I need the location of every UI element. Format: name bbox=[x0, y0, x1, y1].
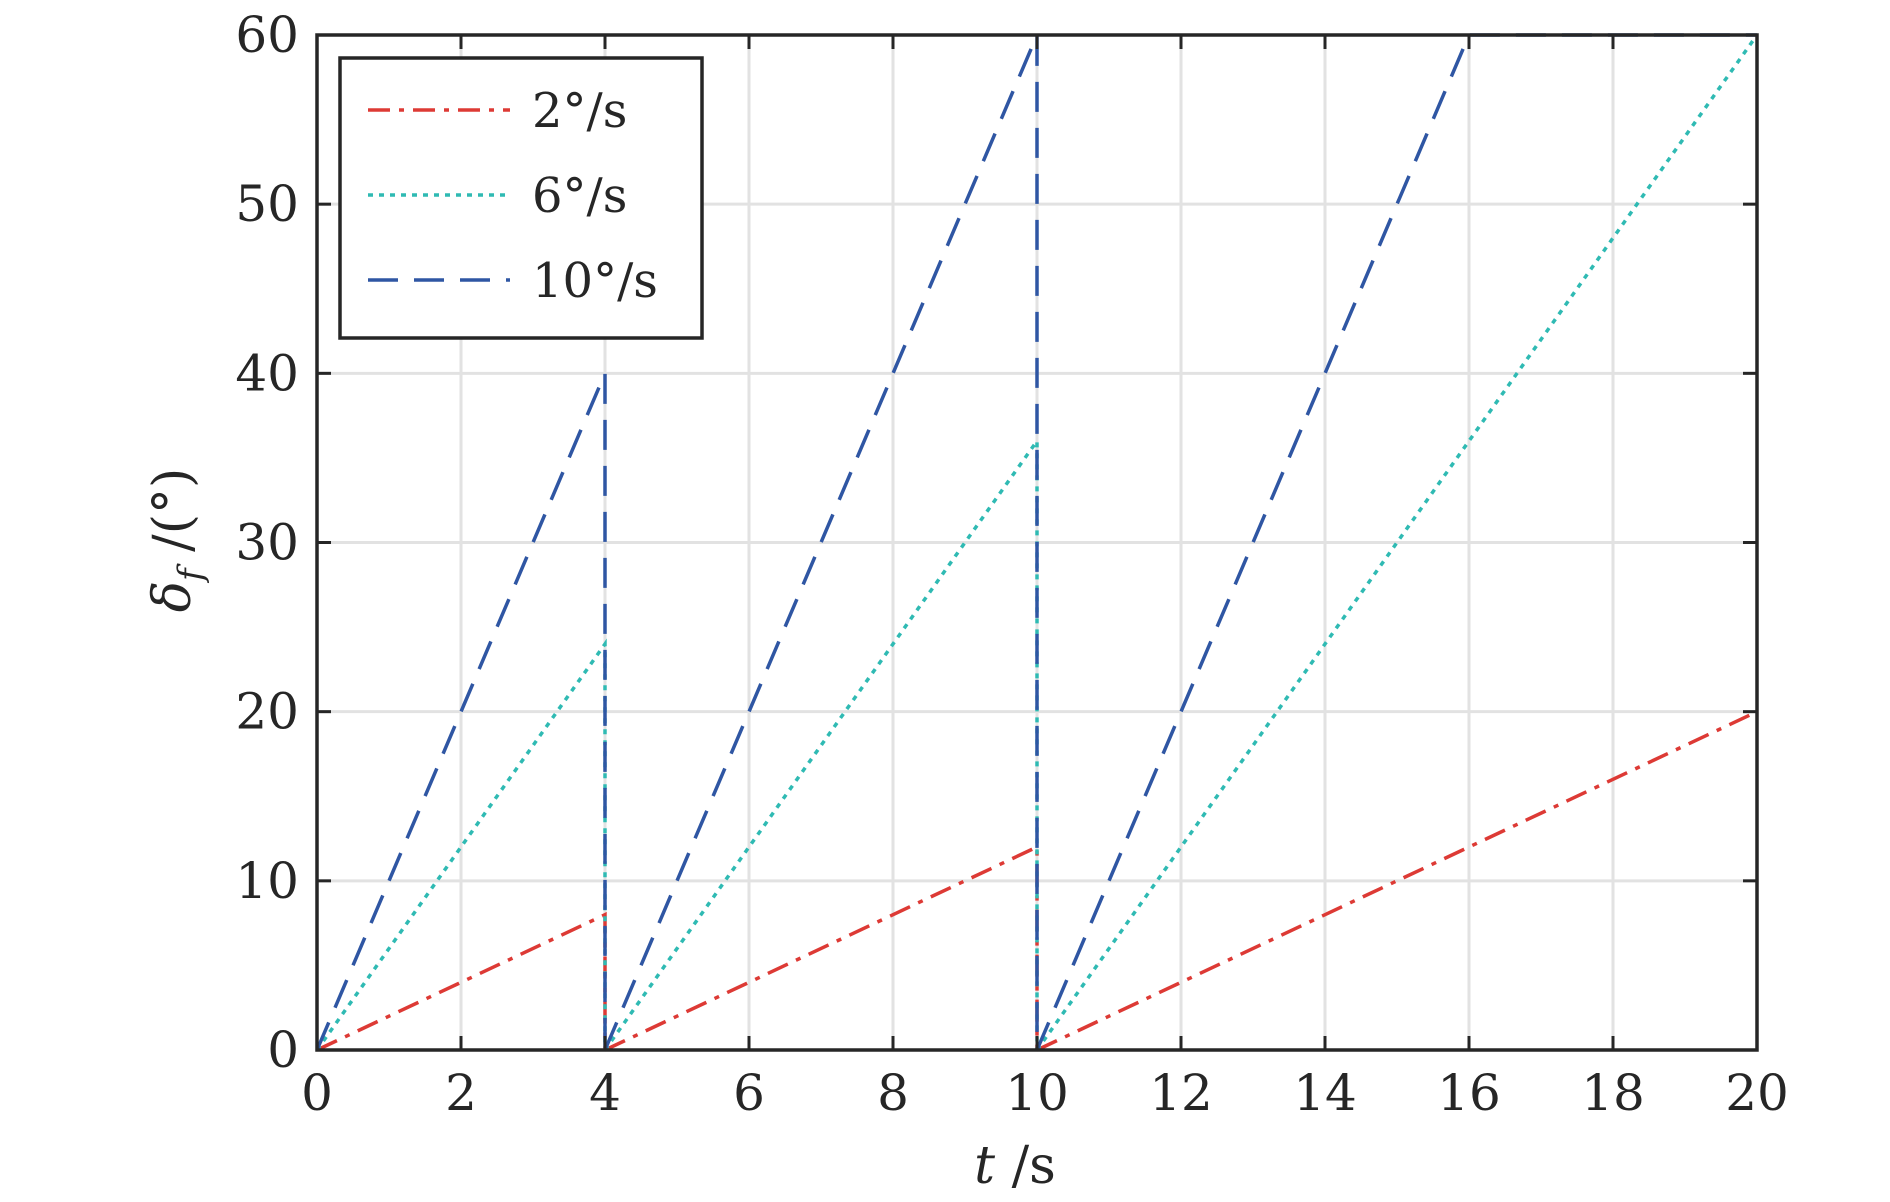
x-tick-label: 4 bbox=[589, 1064, 621, 1122]
x-tick-label: 20 bbox=[1725, 1064, 1789, 1122]
x-axis-label-main: t bbox=[974, 1136, 995, 1196]
x-tick-label: 0 bbox=[301, 1064, 333, 1122]
x-tick-label: 8 bbox=[877, 1064, 909, 1122]
y-axis-label-unit: /(°) bbox=[143, 468, 203, 569]
x-axis-label-unit: /s bbox=[995, 1136, 1056, 1196]
legend-label-1: 2°/s bbox=[532, 83, 627, 139]
legend-box bbox=[338, 56, 704, 340]
y-tick-label: 40 bbox=[235, 344, 299, 402]
y-tick-label: 0 bbox=[267, 1021, 299, 1079]
y-axis-label-symbol: δ bbox=[143, 581, 203, 612]
series-2-line-segment-1 bbox=[315, 638, 607, 1052]
x-tick-label: 18 bbox=[1581, 1064, 1645, 1122]
legend-label-2: 6°/s bbox=[532, 168, 627, 224]
x-tick-label: 10 bbox=[1005, 1064, 1069, 1122]
x-tick-label: 14 bbox=[1293, 1064, 1357, 1122]
series-2-line-segment-3 bbox=[1035, 33, 1759, 1052]
series-1-line-segment-3 bbox=[1036, 710, 1758, 1052]
legend: 2°/s 6°/s 10°/s bbox=[338, 56, 704, 340]
x-tick-label: 6 bbox=[733, 1064, 765, 1122]
y-tick-label: 30 bbox=[235, 514, 299, 572]
x-tick-label: 16 bbox=[1437, 1064, 1501, 1122]
axes bbox=[315, 33, 1759, 1052]
legend-label-3: 10°/s bbox=[532, 253, 658, 309]
x-tick-label: 2 bbox=[445, 1064, 477, 1122]
series-3-line-segment-1 bbox=[315, 372, 607, 1051]
x-axis-label: t /s bbox=[974, 1136, 1056, 1196]
y-axis-label: δf /(°) bbox=[143, 468, 211, 613]
tick-labels: 0 2 4 6 8 10 12 14 16 18 20 0 10 20 30 40 50 60 bbox=[235, 6, 1788, 1122]
y-tick-label: 20 bbox=[235, 683, 299, 741]
y-tick-label: 10 bbox=[235, 852, 299, 910]
y-tick-label: 50 bbox=[235, 175, 299, 233]
legend-entries: 2°/s 6°/s 10°/s bbox=[368, 83, 658, 309]
y-tick-label: 60 bbox=[235, 6, 299, 64]
x-tick-label: 12 bbox=[1149, 1064, 1213, 1122]
